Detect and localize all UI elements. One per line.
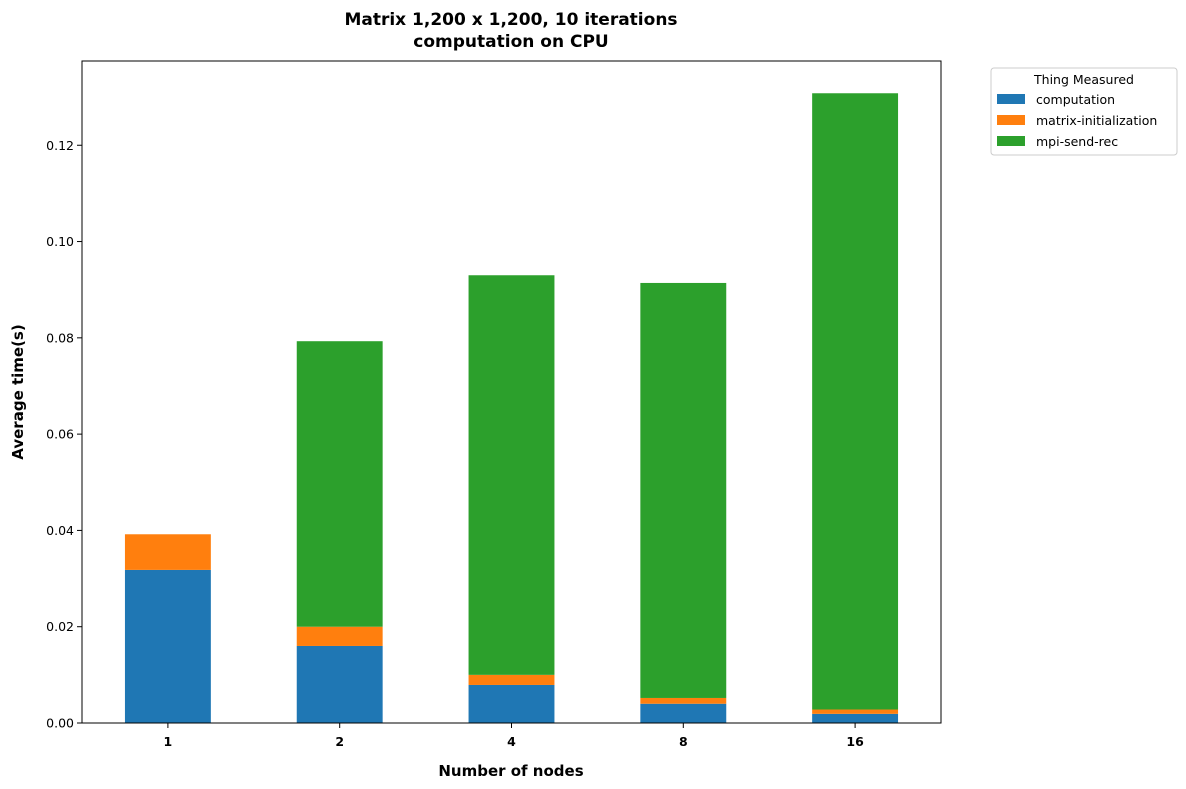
bar-matrix-initialization-8 xyxy=(640,697,727,704)
x-tick-label: 2 xyxy=(335,734,344,749)
x-tick-label: 1 xyxy=(164,734,173,749)
y-tick-label: 0.00 xyxy=(46,716,74,731)
legend: Thing Measured computation matrix-initial… xyxy=(990,67,1178,156)
y-tick-label: 0.06 xyxy=(46,427,74,442)
legend-swatch-computation xyxy=(997,94,1025,104)
x-axis-label: Number of nodes xyxy=(438,762,583,780)
x-tick-label: 4 xyxy=(507,734,516,749)
legend-title: Thing Measured xyxy=(1033,72,1134,87)
bar-matrix-initialization-1 xyxy=(124,534,211,570)
y-tick-label: 0.08 xyxy=(46,330,74,345)
bars-group xyxy=(124,93,899,723)
legend-label-mpi-send-rec: mpi-send-rec xyxy=(1036,134,1118,149)
bar-matrix-initialization-2 xyxy=(296,626,383,646)
bar-computation-1 xyxy=(124,569,211,723)
bar-matrix-initialization-4 xyxy=(468,674,555,685)
y-tick-label: 0.12 xyxy=(46,138,74,153)
bar-computation-2 xyxy=(296,645,383,723)
legend-label-computation: computation xyxy=(1036,92,1115,107)
bar-mpi-send-rec-2 xyxy=(296,341,383,627)
legend-box xyxy=(990,67,1178,156)
bar-mpi-send-rec-4 xyxy=(468,275,555,675)
bar-computation-8 xyxy=(640,703,727,723)
y-tick-label: 0.10 xyxy=(46,234,74,249)
legend-swatch-matrix-initialization xyxy=(997,115,1025,125)
bar-mpi-send-rec-16 xyxy=(812,93,899,710)
chart-title-line1: Matrix 1,200 x 1,200, 10 iterations xyxy=(344,10,677,30)
bar-computation-16 xyxy=(812,713,899,723)
x-ticks-group: 1 2 4 8 16 xyxy=(164,723,864,749)
legend-swatch-mpi-send-rec xyxy=(997,136,1025,146)
y-tick-label: 0.04 xyxy=(46,523,74,538)
chart-title-line2: computation on CPU xyxy=(413,32,608,52)
bar-computation-4 xyxy=(468,684,555,723)
legend-label-matrix-initialization: matrix-initialization xyxy=(1036,113,1157,128)
y-axis-label: Average time(s) xyxy=(9,324,27,459)
x-tick-label: 16 xyxy=(846,734,864,749)
legend-items: computation matrix-initialization mpi-send… xyxy=(997,92,1157,149)
bar-matrix-initialization-16 xyxy=(812,709,899,714)
y-ticks-group: 0.00 0.02 0.04 0.06 0.08 0.10 0.12 xyxy=(46,138,82,731)
y-tick-label: 0.02 xyxy=(46,619,74,634)
bar-mpi-send-rec-8 xyxy=(640,282,727,698)
plot-frame xyxy=(81,60,942,724)
x-tick-label: 8 xyxy=(679,734,688,749)
